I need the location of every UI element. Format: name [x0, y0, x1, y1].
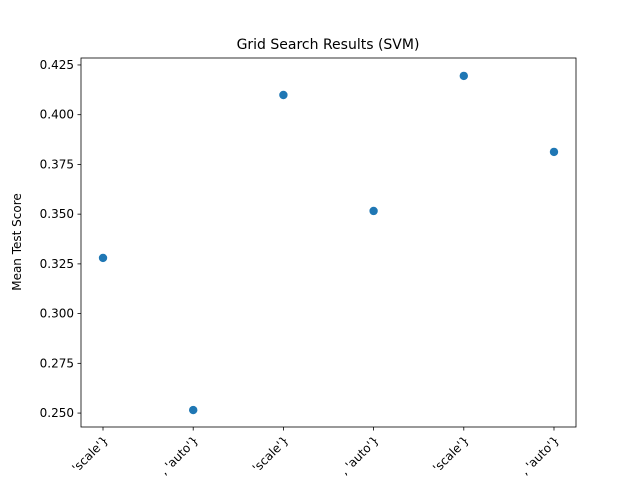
point	[279, 90, 288, 100]
y-tick-label: 0.300	[40, 307, 74, 321]
point	[189, 405, 198, 415]
y-axis-label: Mean Test Score	[10, 193, 24, 291]
point	[549, 147, 559, 157]
y-tick-label: 0.325	[40, 257, 74, 271]
y-tick-label: 0.400	[40, 108, 74, 122]
chart-title: Grid Search Results (SVM)	[237, 37, 420, 53]
y-tick-label: 0.425	[40, 58, 74, 72]
x-tick-label: 'scale'}	[430, 433, 472, 475]
x-tick-label: , 'auto'}	[337, 433, 381, 477]
x-tick-label: 'scale'}	[250, 433, 292, 475]
x-tick-label: 'scale'}	[69, 433, 111, 475]
point	[459, 71, 468, 81]
x-tick-label: , 'auto'}	[157, 433, 201, 477]
y-tick-label: 0.275	[40, 356, 74, 370]
plot-frame	[80, 57, 577, 428]
point	[369, 206, 378, 216]
x-tick-label: , 'auto'}	[518, 433, 562, 477]
y-tick-label: 0.375	[40, 157, 74, 171]
y-tick-label: 0.250	[40, 406, 74, 420]
y-tick-label: 0.350	[40, 207, 74, 221]
point	[98, 253, 108, 263]
